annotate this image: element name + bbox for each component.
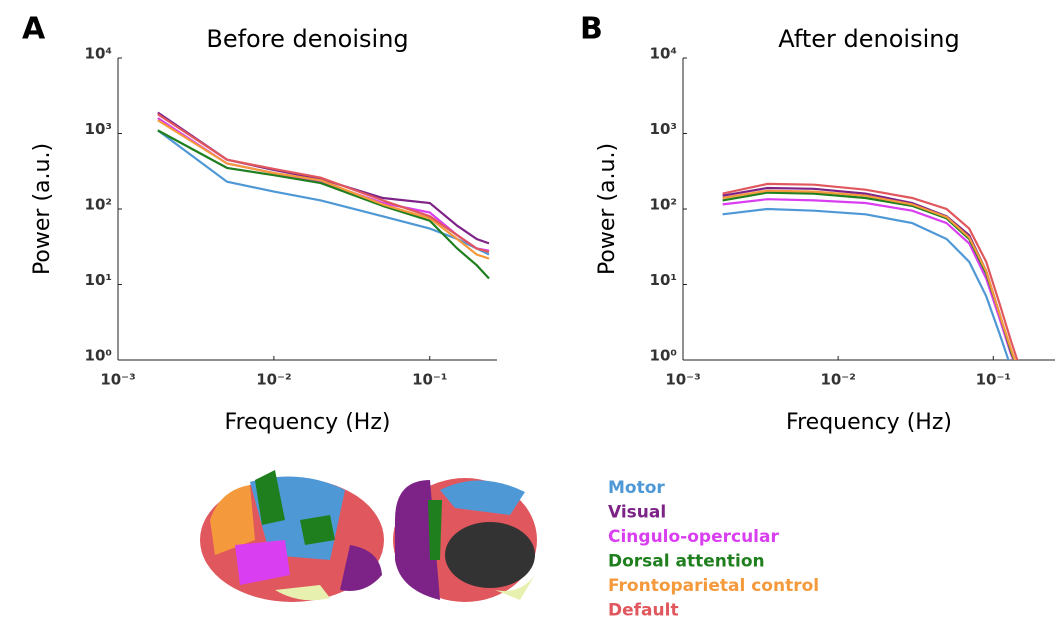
series-line	[157, 119, 490, 260]
y-tick-label: 10¹	[85, 271, 112, 289]
series-line	[722, 207, 1010, 360]
panel-label: B	[580, 12, 603, 47]
legend-label: Visual	[608, 503, 666, 523]
y-tick-label: 10¹	[650, 271, 677, 289]
brain-images	[200, 470, 537, 602]
y-tick-label: 10³	[650, 120, 677, 138]
x-tick-label: 10⁻²	[820, 371, 855, 389]
brain-medial	[393, 478, 537, 602]
y-tick-label: 10⁰	[650, 347, 677, 365]
chart-title: Before denoising	[206, 25, 408, 53]
series-line	[722, 191, 1016, 360]
y-tick-label: 10⁴	[85, 45, 112, 63]
legend-label: Dorsal attention	[608, 552, 765, 572]
series-line	[722, 182, 1019, 360]
chart-panel: A Before denoising Frequency (Hz) Power (a.…	[22, 12, 497, 435]
legend-label: Frontoparietal control	[608, 576, 819, 596]
x-axis-label: Frequency (Hz)	[225, 410, 391, 435]
legend-label: Default	[608, 601, 679, 621]
legend-label: Motor	[608, 478, 665, 498]
x-axis-label: Frequency (Hz)	[786, 410, 952, 435]
series-line	[157, 129, 490, 256]
y-tick-label: 10²	[85, 196, 112, 214]
panel-label: A	[22, 12, 46, 47]
y-tick-label: 10⁰	[85, 347, 112, 365]
series-line	[722, 186, 1016, 360]
series-line	[157, 129, 490, 280]
series-line	[722, 189, 1016, 360]
x-tick-label: 10⁻³	[665, 371, 700, 389]
chart-title: After denoising	[778, 25, 959, 53]
y-axis-label: Power (a.u.)	[30, 143, 55, 275]
x-tick-label: 10⁻³	[100, 371, 135, 389]
y-tick-label: 10²	[650, 196, 677, 214]
series-line	[157, 113, 490, 253]
y-tick-label: 10³	[85, 120, 112, 138]
legend-label: Cingulo-opercular	[608, 527, 779, 547]
brain-lateral	[200, 470, 384, 602]
legend: Motor Visual Cingulo-opercular Dorsal atten…	[608, 478, 819, 621]
chart-panel: B After denoising Frequency (Hz) Power (a.u…	[580, 12, 1055, 435]
x-tick-label: 10⁻¹	[976, 371, 1011, 389]
x-tick-label: 10⁻¹	[412, 371, 447, 389]
series-line	[722, 198, 1015, 360]
x-tick-label: 10⁻²	[256, 371, 291, 389]
y-tick-label: 10⁴	[650, 45, 677, 63]
y-axis-label: Power (a.u.)	[595, 143, 620, 275]
